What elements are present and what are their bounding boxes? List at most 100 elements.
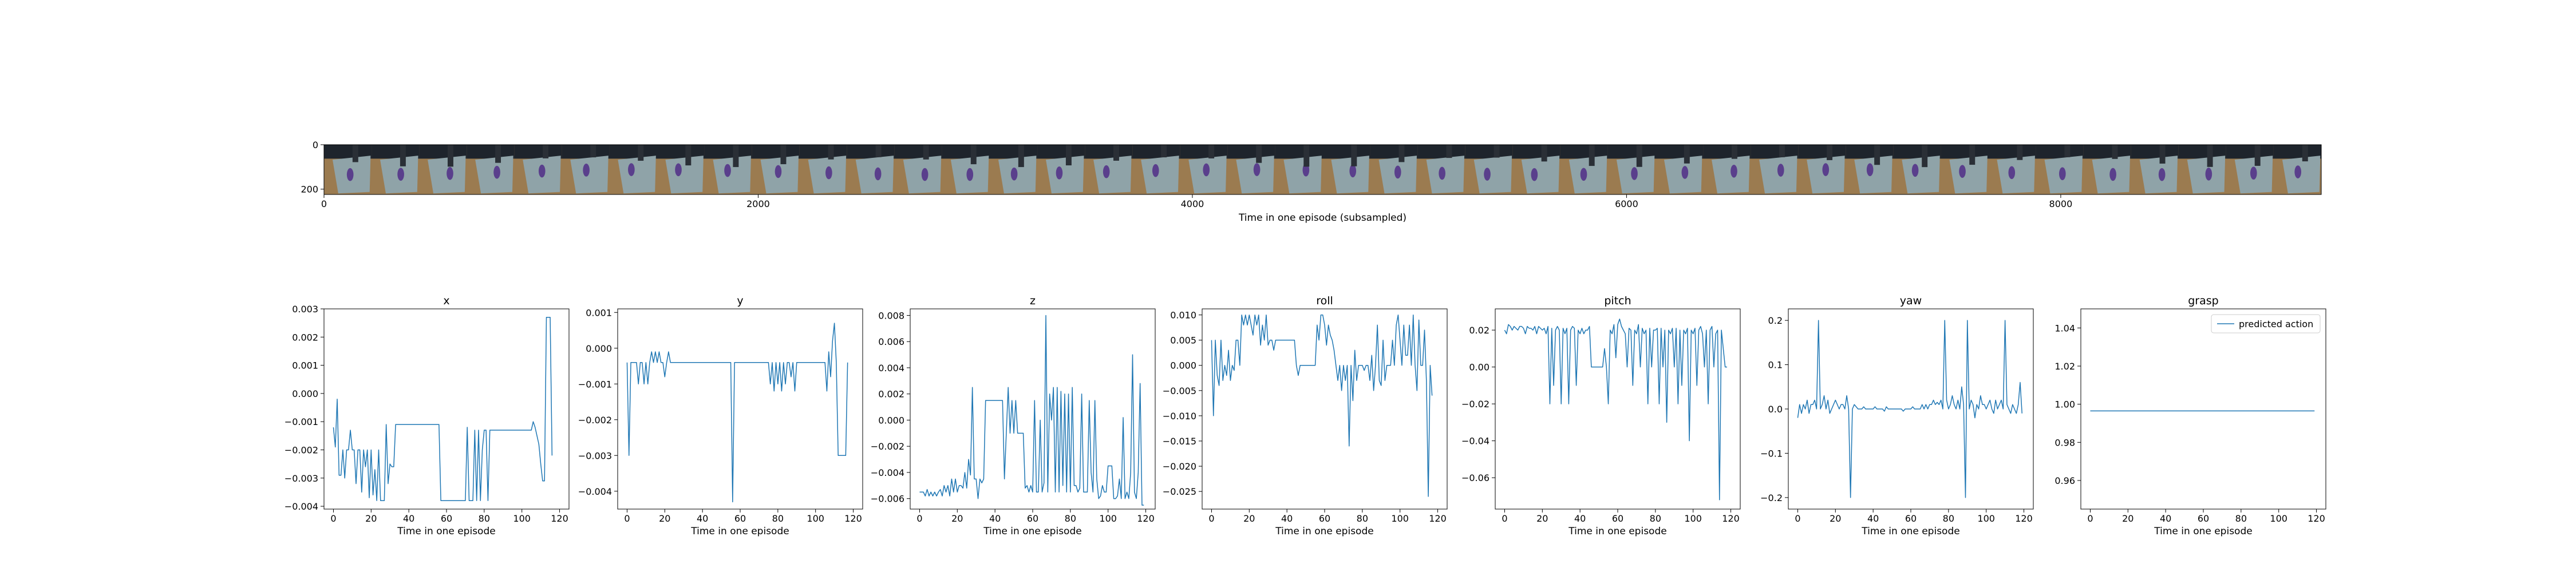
frame-background <box>324 145 372 159</box>
chart-title: z <box>1030 295 1036 307</box>
xtick-label: 60 <box>1319 513 1330 524</box>
frame-table <box>1759 156 1797 194</box>
ytick-label: 1.00 <box>2055 399 2075 410</box>
episode-frame <box>1417 145 1466 194</box>
frame-object <box>1822 163 1830 176</box>
frame-background <box>1751 145 1799 159</box>
frame-object <box>1911 164 1919 177</box>
xtick-label: 100 <box>1099 513 1117 524</box>
series-line <box>1797 320 2022 498</box>
frame-gripper <box>1398 145 1405 162</box>
frame-table <box>1854 156 1893 194</box>
chart-xlabel: Time in one episode <box>397 526 495 537</box>
frame-gripper <box>1636 145 1642 167</box>
xtick-label: 80 <box>2235 513 2247 524</box>
chart-xlabel: Time in one episode <box>1861 526 1959 537</box>
strip-xtick-label: 4000 <box>1181 198 1204 209</box>
frame-gripper <box>1208 145 1215 158</box>
episode-frame <box>372 145 420 194</box>
episode-frame <box>514 145 562 194</box>
ytick-label: −0.002 <box>871 441 904 452</box>
frame-gripper <box>1922 145 1928 168</box>
frame-gripper <box>1113 145 1119 161</box>
frame-background <box>1703 145 1751 159</box>
legend-label: predicted action <box>2239 319 2313 329</box>
xtick-label: 120 <box>2308 513 2325 524</box>
frame-object <box>1349 164 1357 178</box>
episode-frame <box>1037 145 1085 194</box>
frame-object <box>1959 165 1966 178</box>
axes-frame <box>617 308 863 510</box>
frame-background <box>467 145 515 159</box>
xtick-label: 20 <box>1536 513 1548 524</box>
frame-background <box>1656 145 1704 159</box>
xtick-label: 40 <box>697 513 708 524</box>
chart-title: roll <box>1316 295 1333 307</box>
ytick-label: 0.00 <box>1469 362 1490 373</box>
chart-pitch: 0 20 40 60 80 100 120 −0.06 −0.04 −0.02 0.00 0.02 pi… <box>1461 295 1741 537</box>
ytick-label: −0.2 <box>1760 492 1783 503</box>
chart-z: 0 20 40 60 80 100 120 −0.006 −0.004 −0.002 0.000 0.… <box>871 295 1156 537</box>
frame-gripper <box>733 145 739 168</box>
ytick-label: −0.002 <box>578 415 612 426</box>
ytick-label: −0.004 <box>578 486 612 497</box>
strip-ytick-label: 200 <box>301 184 318 195</box>
xtick-label: 80 <box>1357 513 1368 524</box>
episode-frame <box>1798 145 1846 194</box>
ytick-label: −0.001 <box>285 416 318 427</box>
frame-gripper <box>1589 145 1595 166</box>
episode-frame <box>1275 145 1323 194</box>
episode-frame <box>1607 145 1656 194</box>
episode-frame <box>2131 145 2179 194</box>
frame-gripper <box>1351 145 1357 166</box>
frame-object <box>1730 164 1737 178</box>
ytick-label: 0.005 <box>1170 335 1196 346</box>
frame-background <box>990 145 1038 159</box>
chart-title: yaw <box>1900 295 1922 307</box>
frame-background <box>1465 145 1514 159</box>
xtick-label: 60 <box>1027 513 1038 524</box>
xtick-label: 60 <box>441 513 452 524</box>
frame-background <box>1846 145 1894 159</box>
ytick-label: 0.004 <box>878 363 904 374</box>
episode-frame <box>894 145 943 194</box>
ytick-label: 0.02 <box>1469 325 1490 336</box>
episode-frame <box>562 145 610 194</box>
frame-object <box>2294 165 2302 178</box>
frame-background <box>1560 145 1609 159</box>
xtick-label: 80 <box>772 513 784 524</box>
frame-gripper <box>2302 145 2308 162</box>
chart-xlabel: Time in one episode <box>1275 526 1373 537</box>
xtick-label: 80 <box>479 513 490 524</box>
frame-object <box>583 164 590 177</box>
axes-frame <box>1495 308 1741 510</box>
episode-frame <box>2036 145 2084 194</box>
ytick-label: −0.004 <box>285 501 318 512</box>
frame-table <box>1521 156 1560 194</box>
frame-object <box>966 168 974 181</box>
xtick-label: 40 <box>989 513 1001 524</box>
frame-gripper <box>2254 145 2261 166</box>
ytick-label: −0.003 <box>578 450 612 461</box>
chart-roll: 0 20 40 60 80 100 120 −0.025 −0.020 −0.015 −0.010 −… <box>1163 295 1448 537</box>
frame-background <box>1037 145 1085 159</box>
frame-object <box>493 165 500 179</box>
frame-gripper <box>685 145 692 166</box>
frame-gripper <box>1065 145 1072 166</box>
strip-xlabel: Time in one episode (subsampled) <box>1238 212 1406 224</box>
chart-xlabel: Time in one episode <box>690 526 789 537</box>
frame-gripper <box>1256 145 1262 163</box>
ytick-label: 0.000 <box>586 343 612 354</box>
frame-object <box>1253 163 1261 176</box>
xtick-label: 20 <box>365 513 377 524</box>
frame-background <box>1085 145 1133 159</box>
ytick-label: −0.010 <box>1163 411 1196 422</box>
frame-background <box>1893 145 1941 159</box>
frame-table <box>1902 156 1940 194</box>
ytick-label: −0.06 <box>1461 472 1490 483</box>
episode-frame <box>1322 145 1371 194</box>
episode-frame <box>1893 145 1941 194</box>
action-charts: 0 20 40 60 80 100 120 −0.004 −0.003 −0.002 −0.001 0… <box>285 295 2326 537</box>
episode-frame <box>467 145 515 194</box>
frame-gripper <box>1969 145 1976 165</box>
